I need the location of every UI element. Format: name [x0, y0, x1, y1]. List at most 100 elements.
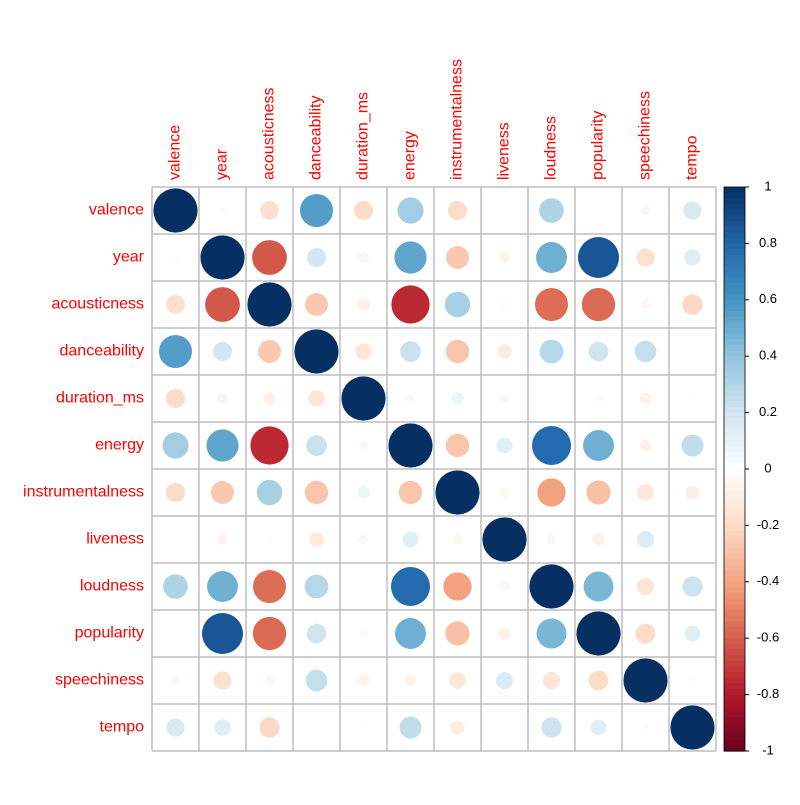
- correlation-circle: [583, 430, 614, 461]
- row-label: acousticness: [52, 296, 145, 313]
- row-label: year: [113, 249, 145, 266]
- correlation-circle: [495, 671, 514, 690]
- correlation-circle: [642, 724, 649, 731]
- colorbar-segment: [724, 542, 745, 549]
- correlation-circle: [452, 534, 463, 545]
- correlation-circle: [217, 534, 228, 545]
- correlation-circle: [534, 287, 569, 322]
- colorbar-segment: [724, 632, 745, 639]
- colorbar-segment: [724, 559, 745, 566]
- colorbar-segment: [724, 361, 745, 369]
- colorbar-segment: [724, 638, 745, 645]
- colorbar-segment: [724, 406, 745, 414]
- row-label: speechiness: [55, 672, 144, 689]
- correlation-circle: [637, 484, 654, 501]
- colorbar-segment: [724, 519, 745, 526]
- correlation-circle: [450, 720, 465, 735]
- correlation-circle: [498, 627, 511, 640]
- correlation-circle: [446, 246, 469, 269]
- correlation-circle: [306, 435, 327, 456]
- correlation-circle: [200, 235, 245, 280]
- correlation-circle: [247, 282, 292, 327]
- correlation-circle: [153, 188, 198, 233]
- correlation-circle: [359, 629, 368, 638]
- colorbar-segment: [724, 277, 745, 284]
- colorbar-segment: [724, 254, 745, 261]
- colorbar-segment: [724, 373, 745, 380]
- correlation-circle: [395, 618, 426, 649]
- colorbar-segment: [724, 643, 745, 651]
- colorbar-segment: [724, 390, 745, 397]
- colorbar-segment: [724, 209, 745, 216]
- correlation-circle: [252, 569, 287, 604]
- correlation-circle: [578, 237, 619, 278]
- correlation-circle: [211, 481, 234, 504]
- column-label: instrumentalness: [449, 59, 466, 180]
- correlation-circle: [623, 658, 668, 703]
- column-label: acousticness: [261, 88, 278, 181]
- correlation-circle: [397, 197, 424, 224]
- correlation-circle: [305, 669, 328, 692]
- correlation-circle: [252, 616, 287, 651]
- column-label: loudness: [543, 116, 560, 180]
- correlation-circle: [588, 341, 609, 362]
- correlation-circle: [499, 581, 510, 592]
- row-label: liveness: [86, 531, 144, 548]
- correlation-circle: [639, 392, 652, 405]
- correlation-circle: [207, 571, 238, 602]
- colorbar-segment: [724, 350, 745, 357]
- row-label: valence: [89, 202, 144, 219]
- correlation-circle: [266, 536, 273, 543]
- correlation-circle: [305, 293, 328, 316]
- colorbar-segment: [724, 294, 745, 301]
- correlation-circle: [353, 200, 374, 221]
- colorbar-segment: [724, 711, 745, 718]
- colorbar-segment: [724, 226, 745, 233]
- correlation-circle: [402, 531, 419, 548]
- colorbar-segment: [724, 198, 745, 205]
- correlation-circle: [581, 287, 616, 322]
- correlation-circle: [640, 299, 651, 310]
- colorbar-segment: [724, 429, 745, 436]
- correlation-circle: [640, 205, 651, 216]
- colorbar-segment: [724, 339, 745, 346]
- correlation-circle: [639, 439, 652, 452]
- correlation-circle: [158, 334, 193, 369]
- correlation-circle: [451, 392, 464, 405]
- colorbar-segment: [724, 384, 745, 391]
- correlation-circle: [443, 572, 472, 601]
- correlation-circle: [304, 574, 329, 599]
- colorbar-segment: [724, 728, 745, 735]
- colorbar-segment: [724, 570, 745, 577]
- correlation-circle: [205, 287, 240, 322]
- colorbar-segment: [724, 249, 745, 256]
- correlation-circle: [546, 534, 557, 545]
- colorbar-segment: [724, 480, 745, 487]
- correlation-circle: [308, 390, 325, 407]
- correlation-circle: [681, 434, 704, 457]
- colorbar-segment: [724, 666, 745, 673]
- correlation-circle: [636, 248, 655, 267]
- correlation-circle: [357, 674, 370, 687]
- correlation-circle: [390, 566, 431, 607]
- colorbar-segment: [724, 311, 745, 318]
- colorbar-segment: [724, 423, 745, 431]
- correlation-circle: [529, 564, 574, 609]
- correlation-circle: [445, 339, 470, 364]
- colorbar-segment: [724, 463, 745, 470]
- correlation-circle: [536, 242, 567, 273]
- colorbar-segment: [724, 367, 745, 374]
- correlation-circle: [309, 532, 324, 547]
- correlation-circle: [173, 631, 178, 636]
- correlation-circle: [594, 394, 603, 403]
- colorbar-segment: [724, 265, 745, 273]
- correlation-circle: [482, 517, 527, 562]
- colorbar-tick-label: 0.2: [759, 404, 777, 419]
- correlation-circle: [162, 432, 189, 459]
- correlation-circle: [358, 534, 369, 545]
- colorbar-segment: [724, 288, 745, 295]
- correlation-circle: [685, 485, 700, 500]
- correlation-circle: [684, 249, 701, 266]
- colorbar-segment: [724, 457, 745, 464]
- correlation-circle: [212, 341, 233, 362]
